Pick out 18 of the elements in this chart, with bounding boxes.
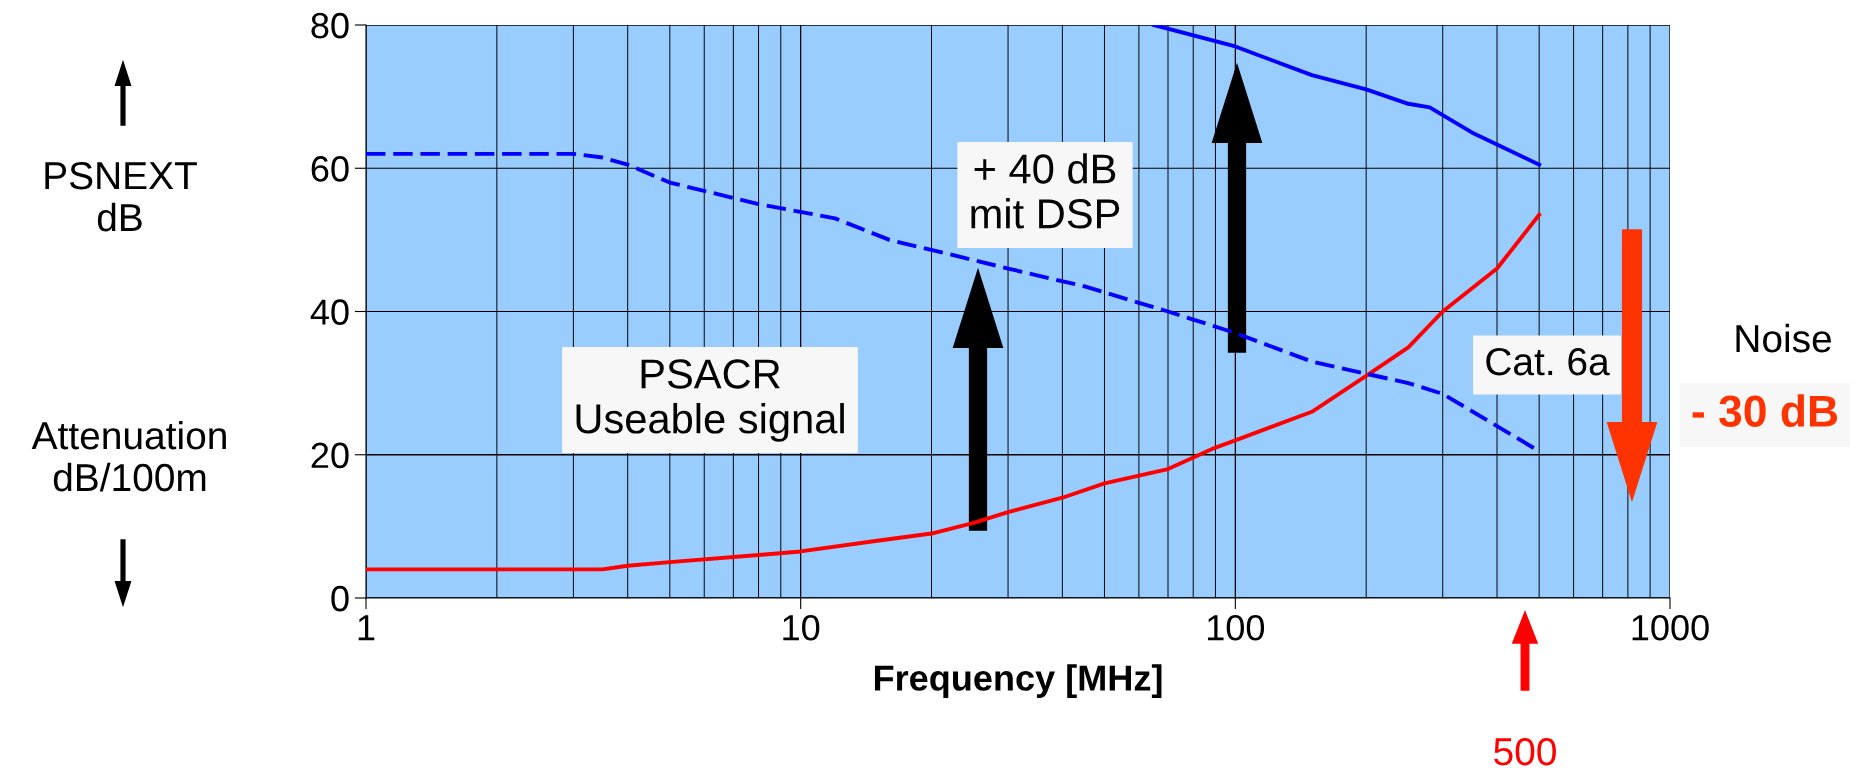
text: PSNEXT dB — [45, 161, 197, 232]
x-tick-label: 100 — [1207, 614, 1265, 641]
text: Attenuation dB/100m — [31, 420, 226, 492]
x-tick-label: 1000 — [1632, 614, 1709, 641]
y-tick-label: 20 — [311, 442, 349, 469]
text: Noise — [1736, 323, 1831, 353]
x-axis-title: Frequency [MHz] — [874, 664, 1162, 698]
y-tick-label: 60 — [311, 156, 349, 182]
text: - 30 dB — [1692, 394, 1838, 427]
annotation: Cat. 6a — [1486, 347, 1610, 376]
y-tick-label: 80 — [311, 12, 349, 39]
x-tick-label: 10 — [783, 614, 820, 641]
text: 500 — [1494, 737, 1556, 766]
annotation: + 40 dB mit DSP — [971, 153, 1120, 229]
x-tick-label: 1 — [358, 615, 375, 641]
annotation: PSACR Useable signal — [576, 359, 844, 442]
y-tick-label: 40 — [310, 299, 349, 325]
y-tick-label: 0 — [331, 585, 349, 612]
